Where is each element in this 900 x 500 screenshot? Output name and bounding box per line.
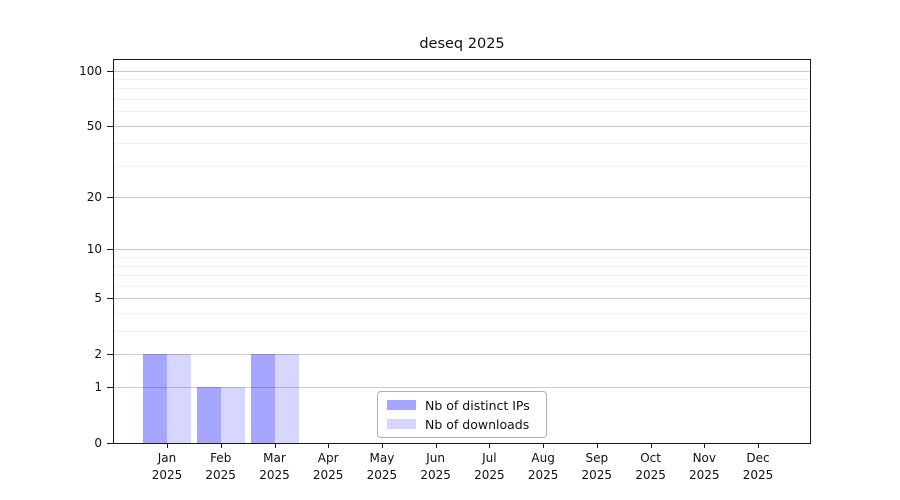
bar-mar-downloads [274,354,299,443]
x-tick-label: Jul 2025 [474,451,505,482]
y-axis-tick [107,354,113,356]
y-tick-label: 2 [94,347,102,362]
legend-label-downloads: Nb of downloads [425,416,530,432]
y-axis-tick [107,387,113,389]
y-tick-label: 20 [86,190,102,205]
x-tick-label: May 2025 [366,451,398,482]
x-axis-tick [167,443,168,448]
x-tick-label: Oct 2025 [635,451,666,482]
gridline-minor [114,111,810,113]
gridline-minor [114,275,810,277]
y-axis-tick [107,197,113,199]
x-axis-tick [650,443,652,448]
gridline-major [114,197,810,199]
bars-layer [114,60,810,443]
x-axis-tick [489,443,491,448]
x-tick-label: Sep 2025 [581,451,613,482]
gridline-major [114,387,810,389]
x-axis-tick [220,443,222,448]
plot-area [113,59,811,444]
y-axis-tick [107,125,113,127]
gridline-major [114,125,810,127]
y-axis-tick [107,70,113,72]
bar-feb-downloads [220,387,245,443]
x-tick-label: Nov 2025 [689,451,720,482]
y-axis-tick [107,249,113,251]
gridline-major [114,70,810,72]
gridline-minor [114,265,810,267]
gridline-minor [114,98,810,100]
chart-title: deseq 2025 [419,36,505,52]
gridline-minor [114,143,810,145]
y-tick-label: 0 [94,436,102,450]
y-tick-label: 100 [79,63,102,78]
x-tick-label: Aug 2025 [527,451,559,482]
gridline-major [114,249,810,251]
x-tick-label: Mar 2025 [259,451,290,482]
x-axis-tick [274,443,276,448]
gridline-minor [114,88,810,90]
bar-jan-ips [143,354,167,443]
legend-item-distinct-ips: Nb of distinct IPs [387,398,537,413]
gridline-minor [114,257,810,259]
legend-swatch-downloads [387,419,416,429]
bar-jan-downloads [167,354,191,443]
x-tick-label: Feb 2025 [205,451,236,482]
x-axis-tick [704,443,706,448]
gridline-minor [114,331,810,333]
x-axis-tick [435,443,437,448]
x-axis-tick [543,443,545,448]
gridline-major [114,298,810,300]
y-axis-tick [107,298,113,300]
legend-item-downloads: Nb of downloads [387,417,537,432]
x-tick-label: Jan 2025 [151,451,183,482]
gridline-minor [114,78,810,80]
legend-label-distinct-ips: Nb of distinct IPs [425,397,530,413]
gridline-major [114,354,810,356]
gridline-minor [114,285,810,287]
y-tick-label: 10 [86,242,102,257]
x-axis-tick [596,443,598,448]
grid-layer [114,60,810,443]
y-tick-label: 5 [94,291,102,306]
bar-feb-ips [196,387,221,443]
x-tick-label: Dec 2025 [742,451,774,482]
x-tick-label: Apr 2025 [312,451,344,482]
x-tick-label: Jun 2025 [420,451,451,482]
y-axis-tick [107,443,113,444]
gridline-minor [114,313,810,315]
legend: Nb of distinct IPs Nb of downloads [377,391,547,438]
legend-swatch-distinct-ips [387,400,416,410]
x-axis-tick [328,443,330,448]
bar-mar-ips [250,354,275,443]
gridline-minor [114,165,810,167]
x-axis-tick [758,443,759,448]
x-axis-tick [381,443,383,448]
y-tick-label: 1 [94,380,102,395]
y-tick-label: 50 [86,118,102,133]
